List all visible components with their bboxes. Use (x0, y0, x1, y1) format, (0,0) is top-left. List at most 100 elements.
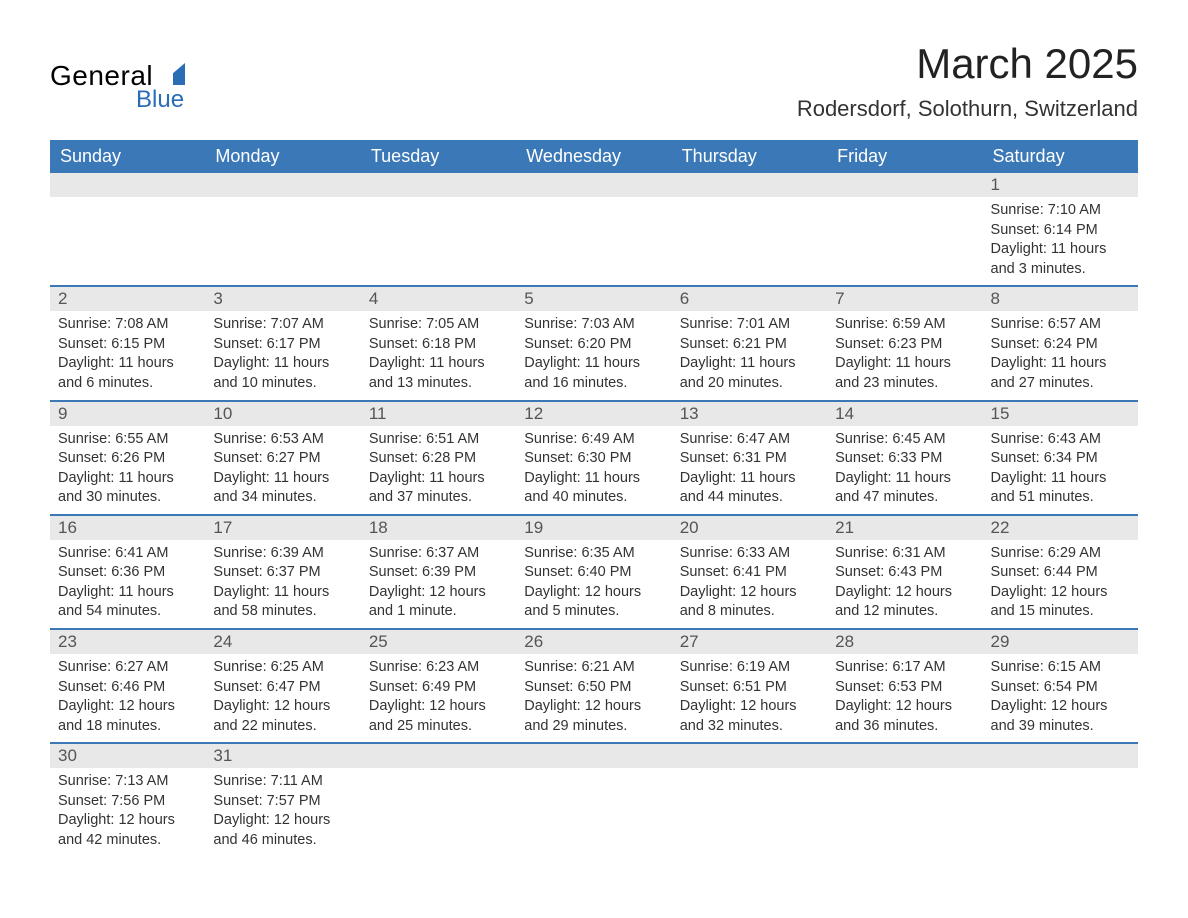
day-number: 2 (50, 287, 205, 311)
calendar-cell: 21Sunrise: 6:31 AMSunset: 6:43 PMDayligh… (827, 515, 982, 629)
day-details (361, 768, 516, 846)
calendar-cell: 30Sunrise: 7:13 AMSunset: 7:56 PMDayligh… (50, 743, 205, 856)
calendar-cell: 18Sunrise: 6:37 AMSunset: 6:39 PMDayligh… (361, 515, 516, 629)
calendar-cell: 4Sunrise: 7:05 AMSunset: 6:18 PMDaylight… (361, 286, 516, 400)
day-detail-line: Daylight: 11 hours (213, 469, 352, 489)
day-detail-line: Daylight: 12 hours (213, 697, 352, 717)
day-detail-line: Sunrise: 6:27 AM (58, 658, 197, 678)
day-detail-line: Sunrise: 6:57 AM (991, 315, 1130, 335)
day-details: Sunrise: 7:10 AMSunset: 6:14 PMDaylight:… (983, 197, 1138, 285)
day-number (361, 173, 516, 197)
calendar-cell (205, 173, 360, 286)
day-detail-line: Daylight: 11 hours (524, 469, 663, 489)
day-detail-line: Daylight: 11 hours (58, 354, 197, 374)
day-number: 15 (983, 402, 1138, 426)
day-number: 8 (983, 287, 1138, 311)
day-detail-line: Sunset: 6:39 PM (369, 563, 508, 583)
day-number (205, 173, 360, 197)
day-details (205, 197, 360, 275)
day-detail-line: Sunset: 6:23 PM (835, 335, 974, 355)
day-details: Sunrise: 7:03 AMSunset: 6:20 PMDaylight:… (516, 311, 671, 399)
weekday-header: Thursday (672, 140, 827, 173)
calendar-cell: 13Sunrise: 6:47 AMSunset: 6:31 PMDayligh… (672, 401, 827, 515)
day-detail-line: Sunrise: 6:45 AM (835, 430, 974, 450)
calendar-cell (50, 173, 205, 286)
calendar-cell: 28Sunrise: 6:17 AMSunset: 6:53 PMDayligh… (827, 629, 982, 743)
title-block: March 2025 Rodersdorf, Solothurn, Switze… (797, 40, 1138, 122)
calendar-cell: 15Sunrise: 6:43 AMSunset: 6:34 PMDayligh… (983, 401, 1138, 515)
day-detail-line: Daylight: 11 hours (991, 469, 1130, 489)
day-detail-line: Sunset: 6:50 PM (524, 678, 663, 698)
day-detail-line: Sunrise: 6:25 AM (213, 658, 352, 678)
calendar-cell: 7Sunrise: 6:59 AMSunset: 6:23 PMDaylight… (827, 286, 982, 400)
calendar-cell: 23Sunrise: 6:27 AMSunset: 6:46 PMDayligh… (50, 629, 205, 743)
day-detail-line: Daylight: 11 hours (213, 583, 352, 603)
day-number: 27 (672, 630, 827, 654)
day-details: Sunrise: 6:27 AMSunset: 6:46 PMDaylight:… (50, 654, 205, 742)
day-detail-line: and 37 minutes. (369, 488, 508, 508)
day-detail-line: Sunrise: 6:15 AM (991, 658, 1130, 678)
calendar-cell: 3Sunrise: 7:07 AMSunset: 6:17 PMDaylight… (205, 286, 360, 400)
calendar-table: Sunday Monday Tuesday Wednesday Thursday… (50, 140, 1138, 857)
day-details (672, 768, 827, 846)
day-details: Sunrise: 6:49 AMSunset: 6:30 PMDaylight:… (516, 426, 671, 514)
day-detail-line: Sunset: 6:44 PM (991, 563, 1130, 583)
day-detail-line: and 20 minutes. (680, 374, 819, 394)
day-details: Sunrise: 6:35 AMSunset: 6:40 PMDaylight:… (516, 540, 671, 628)
calendar-cell: 8Sunrise: 6:57 AMSunset: 6:24 PMDaylight… (983, 286, 1138, 400)
weekday-header: Sunday (50, 140, 205, 173)
day-details: Sunrise: 6:23 AMSunset: 6:49 PMDaylight:… (361, 654, 516, 742)
calendar-cell: 1Sunrise: 7:10 AMSunset: 6:14 PMDaylight… (983, 173, 1138, 286)
day-detail-line: Sunrise: 7:08 AM (58, 315, 197, 335)
day-detail-line: and 16 minutes. (524, 374, 663, 394)
calendar-cell (672, 173, 827, 286)
day-detail-line: Sunset: 7:56 PM (58, 792, 197, 812)
day-detail-line: Sunrise: 6:49 AM (524, 430, 663, 450)
day-details: Sunrise: 7:13 AMSunset: 7:56 PMDaylight:… (50, 768, 205, 856)
day-detail-line: Daylight: 12 hours (213, 811, 352, 831)
calendar-cell: 26Sunrise: 6:21 AMSunset: 6:50 PMDayligh… (516, 629, 671, 743)
day-detail-line: Sunset: 6:54 PM (991, 678, 1130, 698)
day-details: Sunrise: 6:51 AMSunset: 6:28 PMDaylight:… (361, 426, 516, 514)
weekday-header-row: Sunday Monday Tuesday Wednesday Thursday… (50, 140, 1138, 173)
day-details: Sunrise: 7:11 AMSunset: 7:57 PMDaylight:… (205, 768, 360, 856)
day-number: 23 (50, 630, 205, 654)
day-details: Sunrise: 6:15 AMSunset: 6:54 PMDaylight:… (983, 654, 1138, 742)
weekday-header: Monday (205, 140, 360, 173)
day-detail-line: Sunset: 6:40 PM (524, 563, 663, 583)
day-detail-line: Daylight: 12 hours (991, 697, 1130, 717)
day-detail-line: Daylight: 12 hours (369, 697, 508, 717)
day-number: 25 (361, 630, 516, 654)
day-detail-line: Sunrise: 7:05 AM (369, 315, 508, 335)
day-details (516, 768, 671, 846)
day-details: Sunrise: 6:41 AMSunset: 6:36 PMDaylight:… (50, 540, 205, 628)
calendar-cell (983, 743, 1138, 856)
day-detail-line: and 36 minutes. (835, 717, 974, 737)
day-detail-line: and 27 minutes. (991, 374, 1130, 394)
day-detail-line: Sunrise: 6:31 AM (835, 544, 974, 564)
calendar-cell: 20Sunrise: 6:33 AMSunset: 6:41 PMDayligh… (672, 515, 827, 629)
day-detail-line: Sunset: 6:36 PM (58, 563, 197, 583)
calendar-week-row: 30Sunrise: 7:13 AMSunset: 7:56 PMDayligh… (50, 743, 1138, 856)
day-detail-line: and 58 minutes. (213, 602, 352, 622)
day-details: Sunrise: 6:43 AMSunset: 6:34 PMDaylight:… (983, 426, 1138, 514)
day-detail-line: Daylight: 11 hours (213, 354, 352, 374)
day-detail-line: and 54 minutes. (58, 602, 197, 622)
day-detail-line: and 39 minutes. (991, 717, 1130, 737)
day-detail-line: and 42 minutes. (58, 831, 197, 851)
day-detail-line: Sunset: 6:30 PM (524, 449, 663, 469)
day-detail-line: and 6 minutes. (58, 374, 197, 394)
day-detail-line: Sunset: 6:33 PM (835, 449, 974, 469)
day-detail-line: Daylight: 12 hours (835, 583, 974, 603)
location: Rodersdorf, Solothurn, Switzerland (797, 96, 1138, 122)
calendar-cell: 31Sunrise: 7:11 AMSunset: 7:57 PMDayligh… (205, 743, 360, 856)
day-detail-line: Sunrise: 6:41 AM (58, 544, 197, 564)
weekday-header: Tuesday (361, 140, 516, 173)
day-number: 10 (205, 402, 360, 426)
day-detail-line: Daylight: 11 hours (991, 354, 1130, 374)
day-number (361, 744, 516, 768)
day-number: 21 (827, 516, 982, 540)
day-detail-line: Sunrise: 6:53 AM (213, 430, 352, 450)
day-detail-line: Sunrise: 7:11 AM (213, 772, 352, 792)
calendar-cell (827, 743, 982, 856)
